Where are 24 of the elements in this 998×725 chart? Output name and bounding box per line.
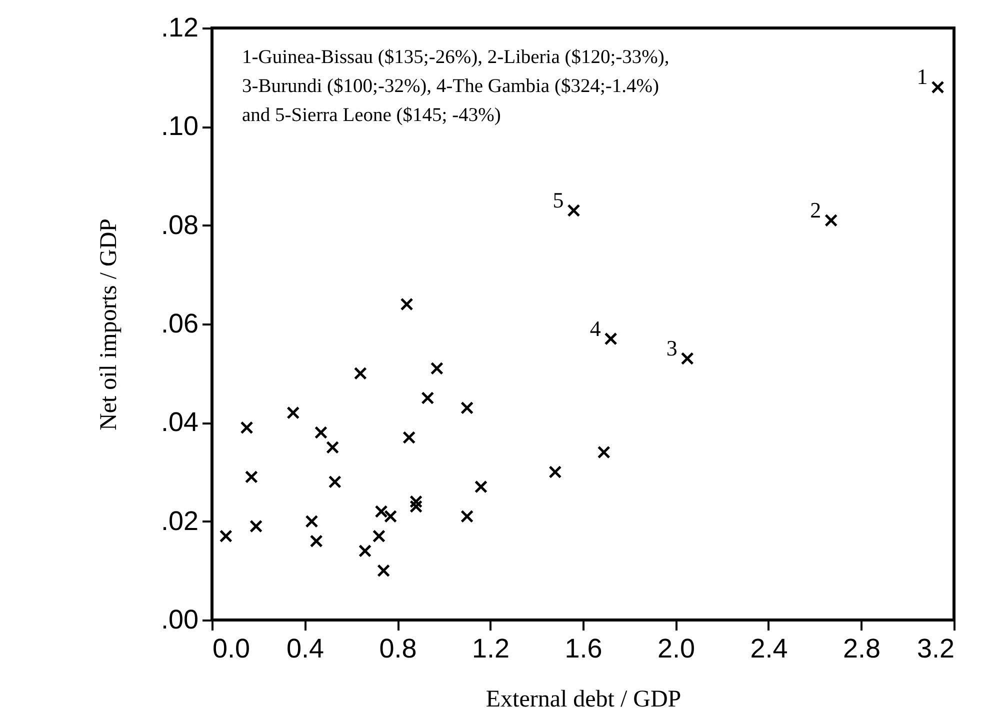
annotation: 1-Guinea-Bissau ($135;-26%), 2-Liberia ($120;-33%), 3-Burundi ($100;-32%), 4-The Gambia ($324;-1.4%) and 5-Sierra Leone ($145; -43%) bbox=[242, 47, 670, 126]
x-tick-label: 0.0 bbox=[212, 634, 250, 664]
annotation: 4 bbox=[590, 316, 601, 341]
x-tick-label: 2.0 bbox=[657, 634, 696, 664]
x-tick-label: 3.2 bbox=[916, 634, 954, 664]
y-axis-title: Net oil imports / GDP bbox=[96, 218, 122, 431]
x-tick-label: 2.4 bbox=[750, 634, 788, 664]
x-tick-label: 0.4 bbox=[286, 634, 324, 664]
annotation: 3 bbox=[666, 336, 678, 361]
y-tick-label: .04 bbox=[160, 407, 198, 438]
y-tick-label: .06 bbox=[160, 308, 198, 338]
annotation: 1 bbox=[916, 64, 928, 90]
x-tick-label: 0.8 bbox=[379, 634, 417, 664]
annotation: 5 bbox=[552, 188, 564, 213]
y-tick-label: .10 bbox=[160, 111, 198, 142]
x-tick-label: 2.8 bbox=[842, 634, 881, 664]
annotation: 2 bbox=[810, 197, 822, 222]
x-tick-label: 1.6 bbox=[564, 634, 602, 664]
x-tick-label: 1.2 bbox=[472, 634, 510, 664]
y-tick-label: .08 bbox=[160, 210, 198, 240]
y-tick-label: .12 bbox=[160, 12, 198, 42]
x-axis-title: External debt / GDP bbox=[486, 686, 682, 712]
y-tick-label: .00 bbox=[160, 604, 198, 634]
y-tick-label: .02 bbox=[160, 506, 198, 536]
